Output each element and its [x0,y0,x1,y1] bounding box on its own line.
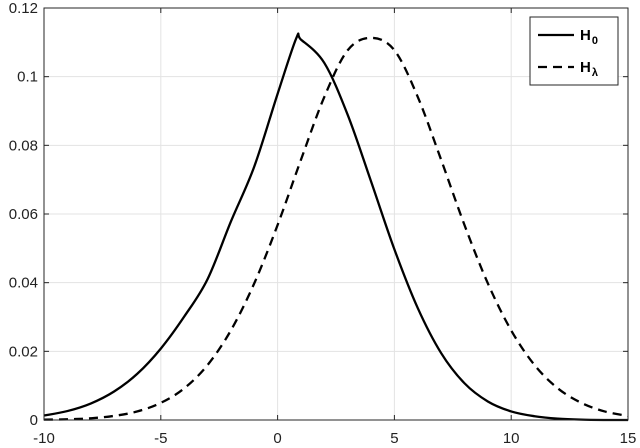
x-tick-labels: -10 -5 0 5 10 15 [33,430,636,447]
y-tick-label: 0.02 [9,343,38,360]
series-layer [43,32,629,422]
y-tick-labels: 0 0.02 0.04 0.06 0.08 0.1 0.12 [9,0,38,429]
x-tick-label: -5 [154,430,167,447]
y-tick-label: 0.06 [9,206,38,223]
legend-box [529,16,619,86]
x-tick-label: 15 [620,430,637,447]
x-tick-label: -10 [33,430,55,447]
x-tick-label: 5 [390,430,398,447]
y-tick-label: 0 [30,412,38,429]
x-tick-label: 0 [273,430,281,447]
grid-lines [43,7,629,421]
y-tick-label: 0.1 [17,69,38,86]
y-tick-label: 0.04 [9,275,38,292]
x-tick-label: 10 [503,430,520,447]
series-hlambda-line [43,36,629,421]
y-tick-label: 0.08 [9,137,38,154]
axis-ticks [43,7,629,421]
y-tick-label: 0.12 [9,0,38,17]
series-h0-line [43,32,629,422]
